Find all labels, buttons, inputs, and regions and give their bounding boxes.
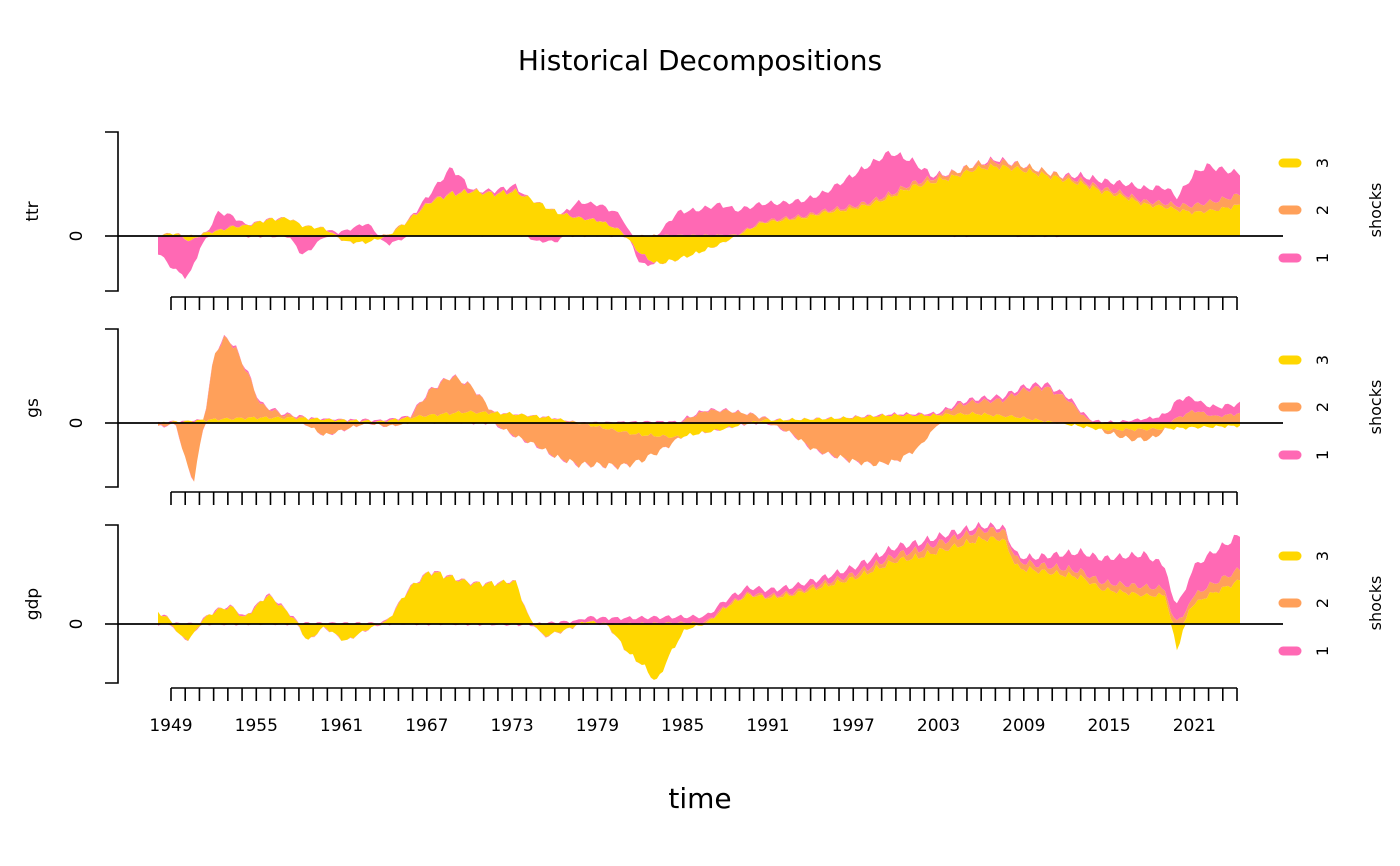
x-tick-label: 2003 [917, 716, 960, 736]
x-tick-label: 1961 [320, 716, 363, 736]
legend-label-gdp-2: 2 [1313, 598, 1332, 608]
y-tick-label-gdp: 0 [67, 619, 87, 630]
legend-title-gs: shocks [1366, 380, 1385, 435]
x-axis-tick-labels: 1949 1955 1961 1967 1973 1979 1985 1991 1997 2003… [149, 716, 1216, 736]
legend-label-gs-1: 1 [1313, 450, 1332, 460]
legend-ttr: 3 2 1 shocks [1278, 158, 1385, 263]
legend-label-gs-2: 2 [1313, 402, 1332, 412]
legend-label-gdp-1: 1 [1313, 646, 1332, 656]
chart-title: Historical Decompositions [518, 44, 882, 77]
panel-label-ttr: ttr [23, 201, 43, 221]
panel-label-gs: gs [23, 398, 43, 418]
x-tick-label: 1985 [661, 716, 704, 736]
legend-gdp: 3 2 1 shocks [1278, 551, 1385, 656]
panel-gs: 0 gs 3 2 1 shocks [23, 328, 1385, 505]
panel-gdp: 0 gdp 3 2 1 shocks [23, 521, 1385, 701]
area-ttr-shock-3-negative [158, 236, 1240, 264]
legend-gs: 3 2 1 shocks [1278, 355, 1385, 460]
y-axis-gs [105, 328, 119, 488]
area-ttr-shock-3-positive [158, 163, 1240, 236]
area-gs-shock-3-negative [158, 423, 1240, 439]
area-gdp-shock-1-negative [158, 624, 1240, 680]
y-axis-ttr [105, 131, 119, 292]
legend-label-ttr-1: 1 [1313, 253, 1332, 263]
area-gdp-shock-2-negative [158, 624, 1240, 680]
legend-label-ttr-3: 3 [1313, 158, 1332, 168]
area-gdp-shock-3-positive [158, 535, 1240, 624]
y-axis-gdp [105, 524, 119, 684]
x-tick-label: 2021 [1173, 716, 1216, 736]
area-gdp-shock-3-negative [158, 624, 1240, 680]
x-tick-label: 1949 [149, 716, 192, 736]
area-ttr-shock-1-positive [158, 150, 1240, 236]
panels-group: 0 ttr 3 2 1 shocks 0 gs 3 2 1 shocks 0 gdp 3 2 1 shocks [23, 131, 1385, 701]
legend-title-ttr: shocks [1366, 183, 1385, 238]
area-gs-shock-1-positive [158, 334, 1240, 423]
x-tick-label: 1991 [746, 716, 789, 736]
x-tick-label: 2015 [1087, 716, 1130, 736]
x-tick-label: 1967 [405, 716, 448, 736]
x-tick-label: 1973 [490, 716, 533, 736]
legend-label-gdp-3: 3 [1313, 551, 1332, 561]
x-tick-label: 2009 [1002, 716, 1045, 736]
area-gs-shock-3-positive [158, 410, 1240, 423]
x-tick-label: 1997 [832, 716, 875, 736]
panel-label-gdp: gdp [23, 588, 43, 620]
x-tick-label: 1979 [576, 716, 619, 736]
panel-ttr: 0 ttr 3 2 1 shocks [23, 131, 1385, 310]
x-axis-label: time [668, 782, 731, 815]
legend-title-gdp: shocks [1366, 576, 1385, 631]
y-tick-label-ttr: 0 [67, 231, 87, 242]
y-tick-label-gs: 0 [67, 418, 87, 429]
x-tick-label: 1955 [235, 716, 278, 736]
area-gs-shock-2-positive [158, 335, 1240, 423]
legend-label-ttr-2: 2 [1313, 205, 1332, 215]
legend-label-gs-3: 3 [1313, 355, 1332, 365]
